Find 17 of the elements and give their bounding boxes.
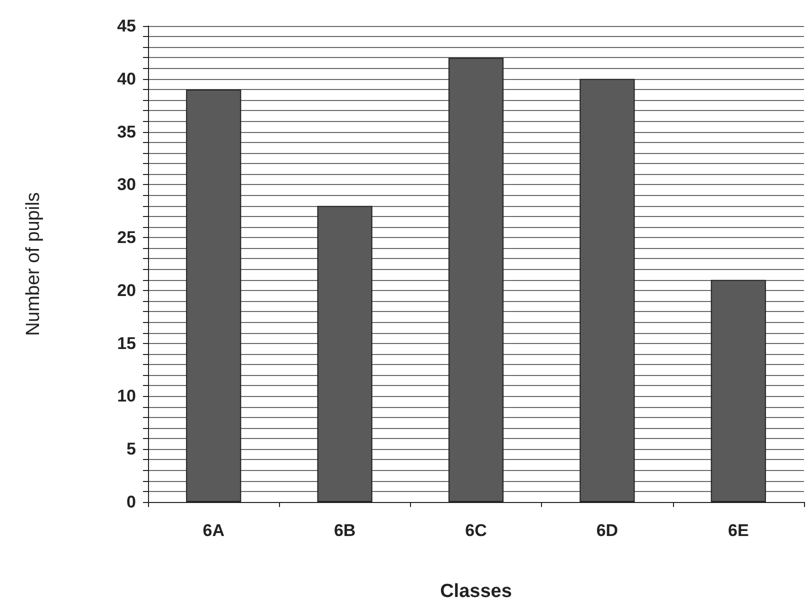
y-tick-label: 30 [117,175,136,194]
x-tick-label: 6C [465,521,487,540]
x-tick-label: 6A [202,521,224,540]
y-axis-title: Number of pupils [23,192,44,336]
y-tick-label: 25 [117,228,136,248]
x-tick-label: 6D [596,521,618,540]
x-tick-label: 6E [728,521,749,540]
y-tick-label: 0 [126,492,136,512]
y-tick-label: 45 [117,16,136,36]
y-tick-label: 35 [117,122,136,142]
y-tick-label: 20 [117,280,136,300]
x-tick-label: 6B [334,521,356,540]
y-tick-label: 15 [117,334,136,353]
y-tick-label: 10 [117,386,136,406]
y-tick-label: 5 [126,440,136,459]
y-tick-label: 40 [117,69,136,88]
x-axis-title: Classes [440,581,512,602]
